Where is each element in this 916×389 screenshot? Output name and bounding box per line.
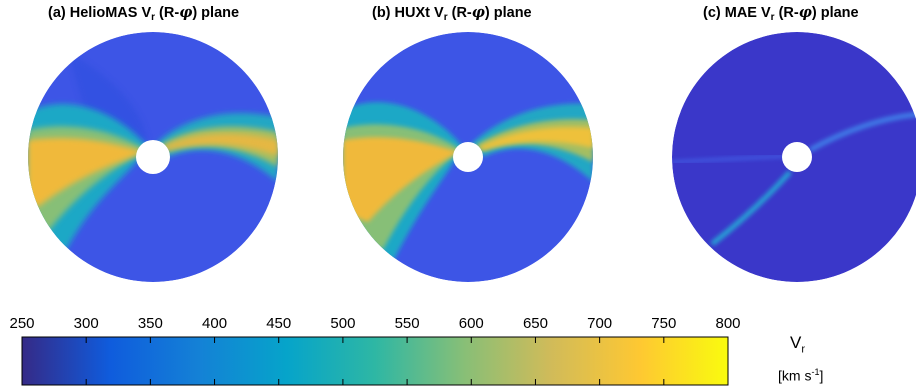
colorbar-tick-label: 650 [523,315,548,332]
inner-boundary [453,142,483,172]
huxt-disk-plot [343,32,593,282]
panel-title-a: (a) HelioMAS Vr (R-φ) plane [48,4,240,23]
error-band-lower [710,170,792,246]
upper-arm-peak [479,126,593,150]
inner-boundary [136,140,170,174]
colorbar-tick-label: 300 [74,315,99,332]
colorbar-tick-label: 800 [715,315,740,332]
colorbar-tick-label: 400 [202,315,227,332]
colorbar-tick-label: 350 [138,315,163,332]
colorbar-tick-label: 750 [651,315,676,332]
colorbar-gradient [21,336,729,386]
panel-title-c: (c) MAE Vr (R-φ) plane [703,4,859,23]
error-band-left [672,154,788,164]
fast-stream-peak [28,137,144,207]
colorbar-unit: [km s-1] [778,367,824,384]
colorbar-tick-marks [21,337,729,385]
colorbar-tick-label: 600 [459,315,484,332]
inner-boundary [782,142,812,172]
colorbar-label: Vr [790,333,806,356]
colorbar-tick-label: 500 [330,315,355,332]
colorbar-tick-label: 450 [266,315,291,332]
colorbar-tick-label: 550 [395,315,420,332]
upper-arm-peak [163,133,278,156]
colorbar-tick-label: 250 [9,315,34,332]
fast-stream-peak [343,137,459,222]
mae-disk-plot [672,32,916,282]
colorbar-tick-labels: 250 300 350 400 450 500 550 600 650 700 750 800 [9,315,740,332]
colorbar-tick-label: 700 [587,315,612,332]
panel-title-b: (b) HUXt Vr (R-φ) plane [372,4,532,23]
heliomas-disk-plot [28,32,278,282]
colorbar: 250 300 350 400 450 500 550 600 650 700 750 800 [9,315,741,386]
error-band-upper [808,111,916,153]
